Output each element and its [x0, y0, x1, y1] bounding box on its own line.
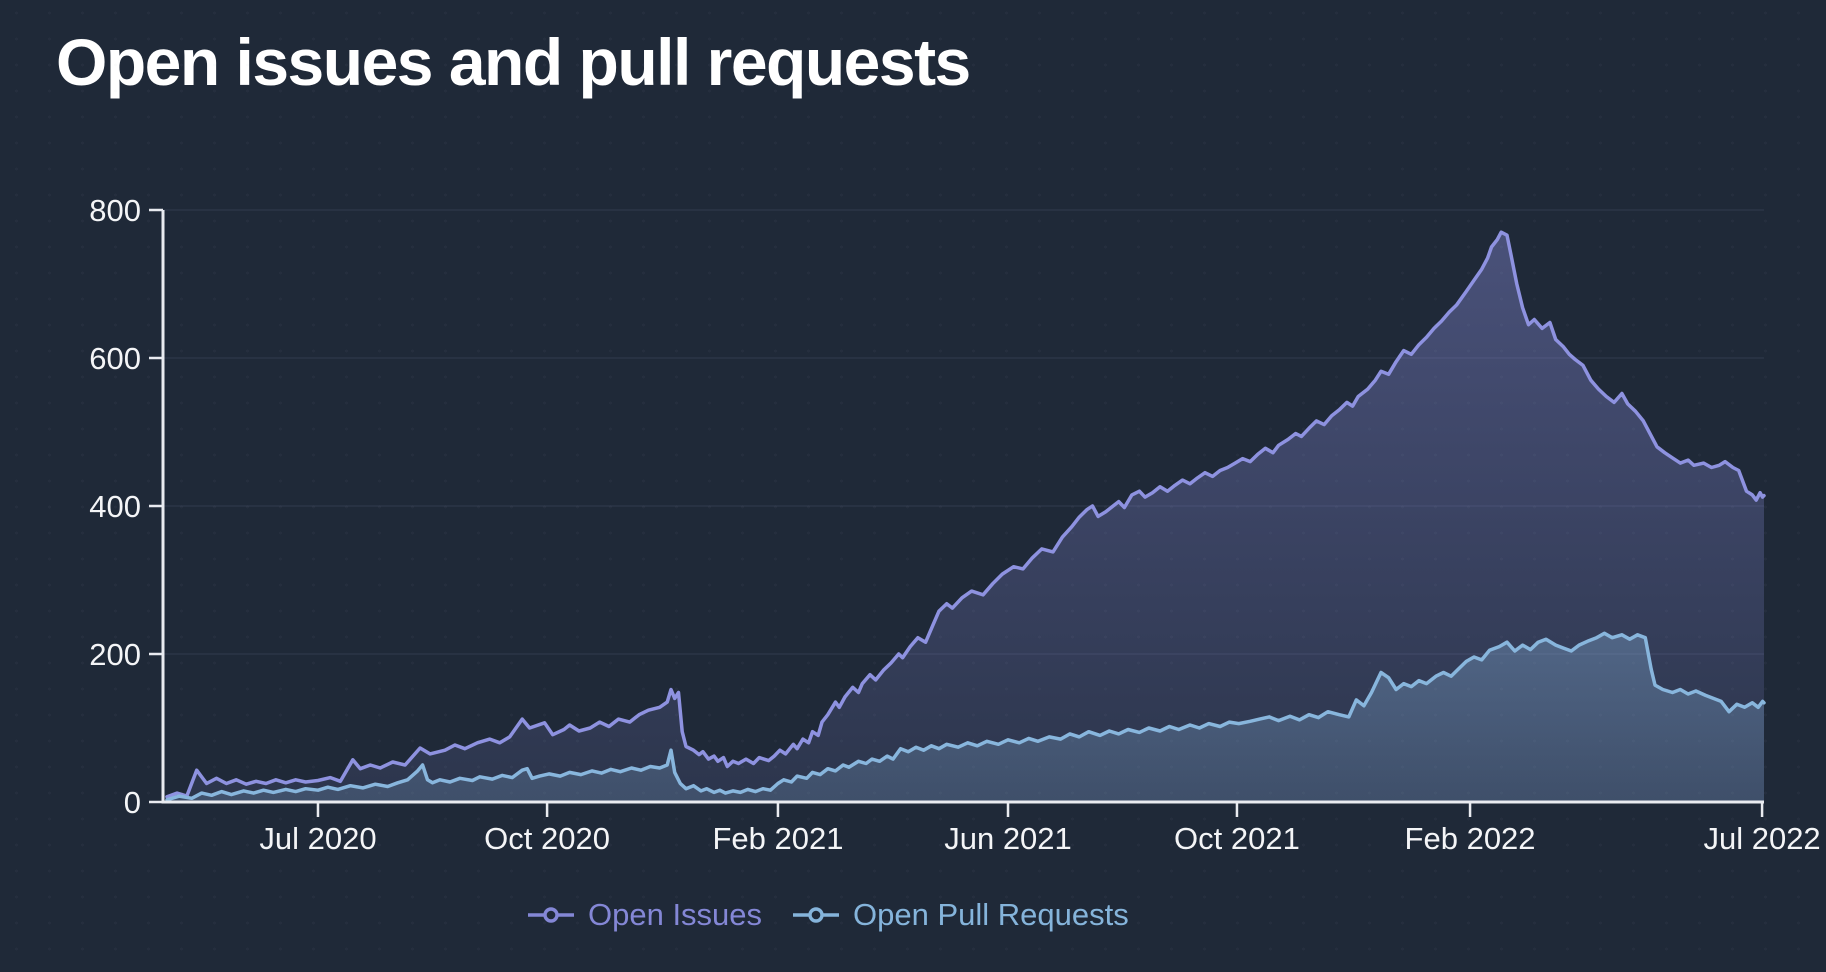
- open-pull-requests-line: [165, 631, 1766, 802]
- page-title: Open issues and pull requests: [56, 25, 971, 99]
- open-issues-line-marker-icon: [528, 907, 574, 923]
- x-tick-label-jul-2022: Jul 2022: [1703, 821, 1820, 856]
- y-tick-label-0: 0: [124, 785, 141, 820]
- y-tick-label-200: 200: [89, 637, 141, 672]
- x-tick-label-feb-2022: Feb 2022: [1405, 821, 1536, 856]
- x-tick-label-oct-2020: Oct 2020: [484, 821, 610, 856]
- x-tick-label-jul-2020: Jul 2020: [259, 821, 376, 856]
- legend-label-open-issues: Open Issues: [588, 897, 763, 932]
- x-tick-label-feb-2021: Feb 2021: [712, 821, 843, 856]
- axis-labels: 0 200 400 600 800 Jul 2020 Oct 2020 Feb 2021 Jun…: [89, 193, 1820, 856]
- y-tick-label-400: 400: [89, 489, 141, 524]
- chart-legend: Open Issues Open Pull Requests: [527, 897, 1129, 933]
- y-tick-label-600: 600: [89, 341, 141, 376]
- series-areas: [167, 232, 1764, 802]
- x-tick-label-oct-2021: Oct 2021: [1174, 821, 1300, 856]
- open-pull-requests-area: [167, 633, 1764, 802]
- open-pull-requests-line-marker-icon: [793, 907, 840, 923]
- y-tick-label-800: 800: [89, 193, 141, 228]
- x-tick-label-jun-2021: Jun 2021: [944, 821, 1072, 856]
- legend-item-open-issues[interactable]: Open Issues: [527, 897, 762, 933]
- series-lines: [165, 230, 1766, 802]
- open-issues-line: [165, 230, 1766, 799]
- open-issues-area: [167, 232, 1764, 802]
- axes: [149, 208, 1764, 817]
- legend-label-open-pull-requests: Open Pull Requests: [853, 897, 1129, 932]
- legend-item-open-pull-requests[interactable]: Open Pull Requests: [792, 897, 1129, 933]
